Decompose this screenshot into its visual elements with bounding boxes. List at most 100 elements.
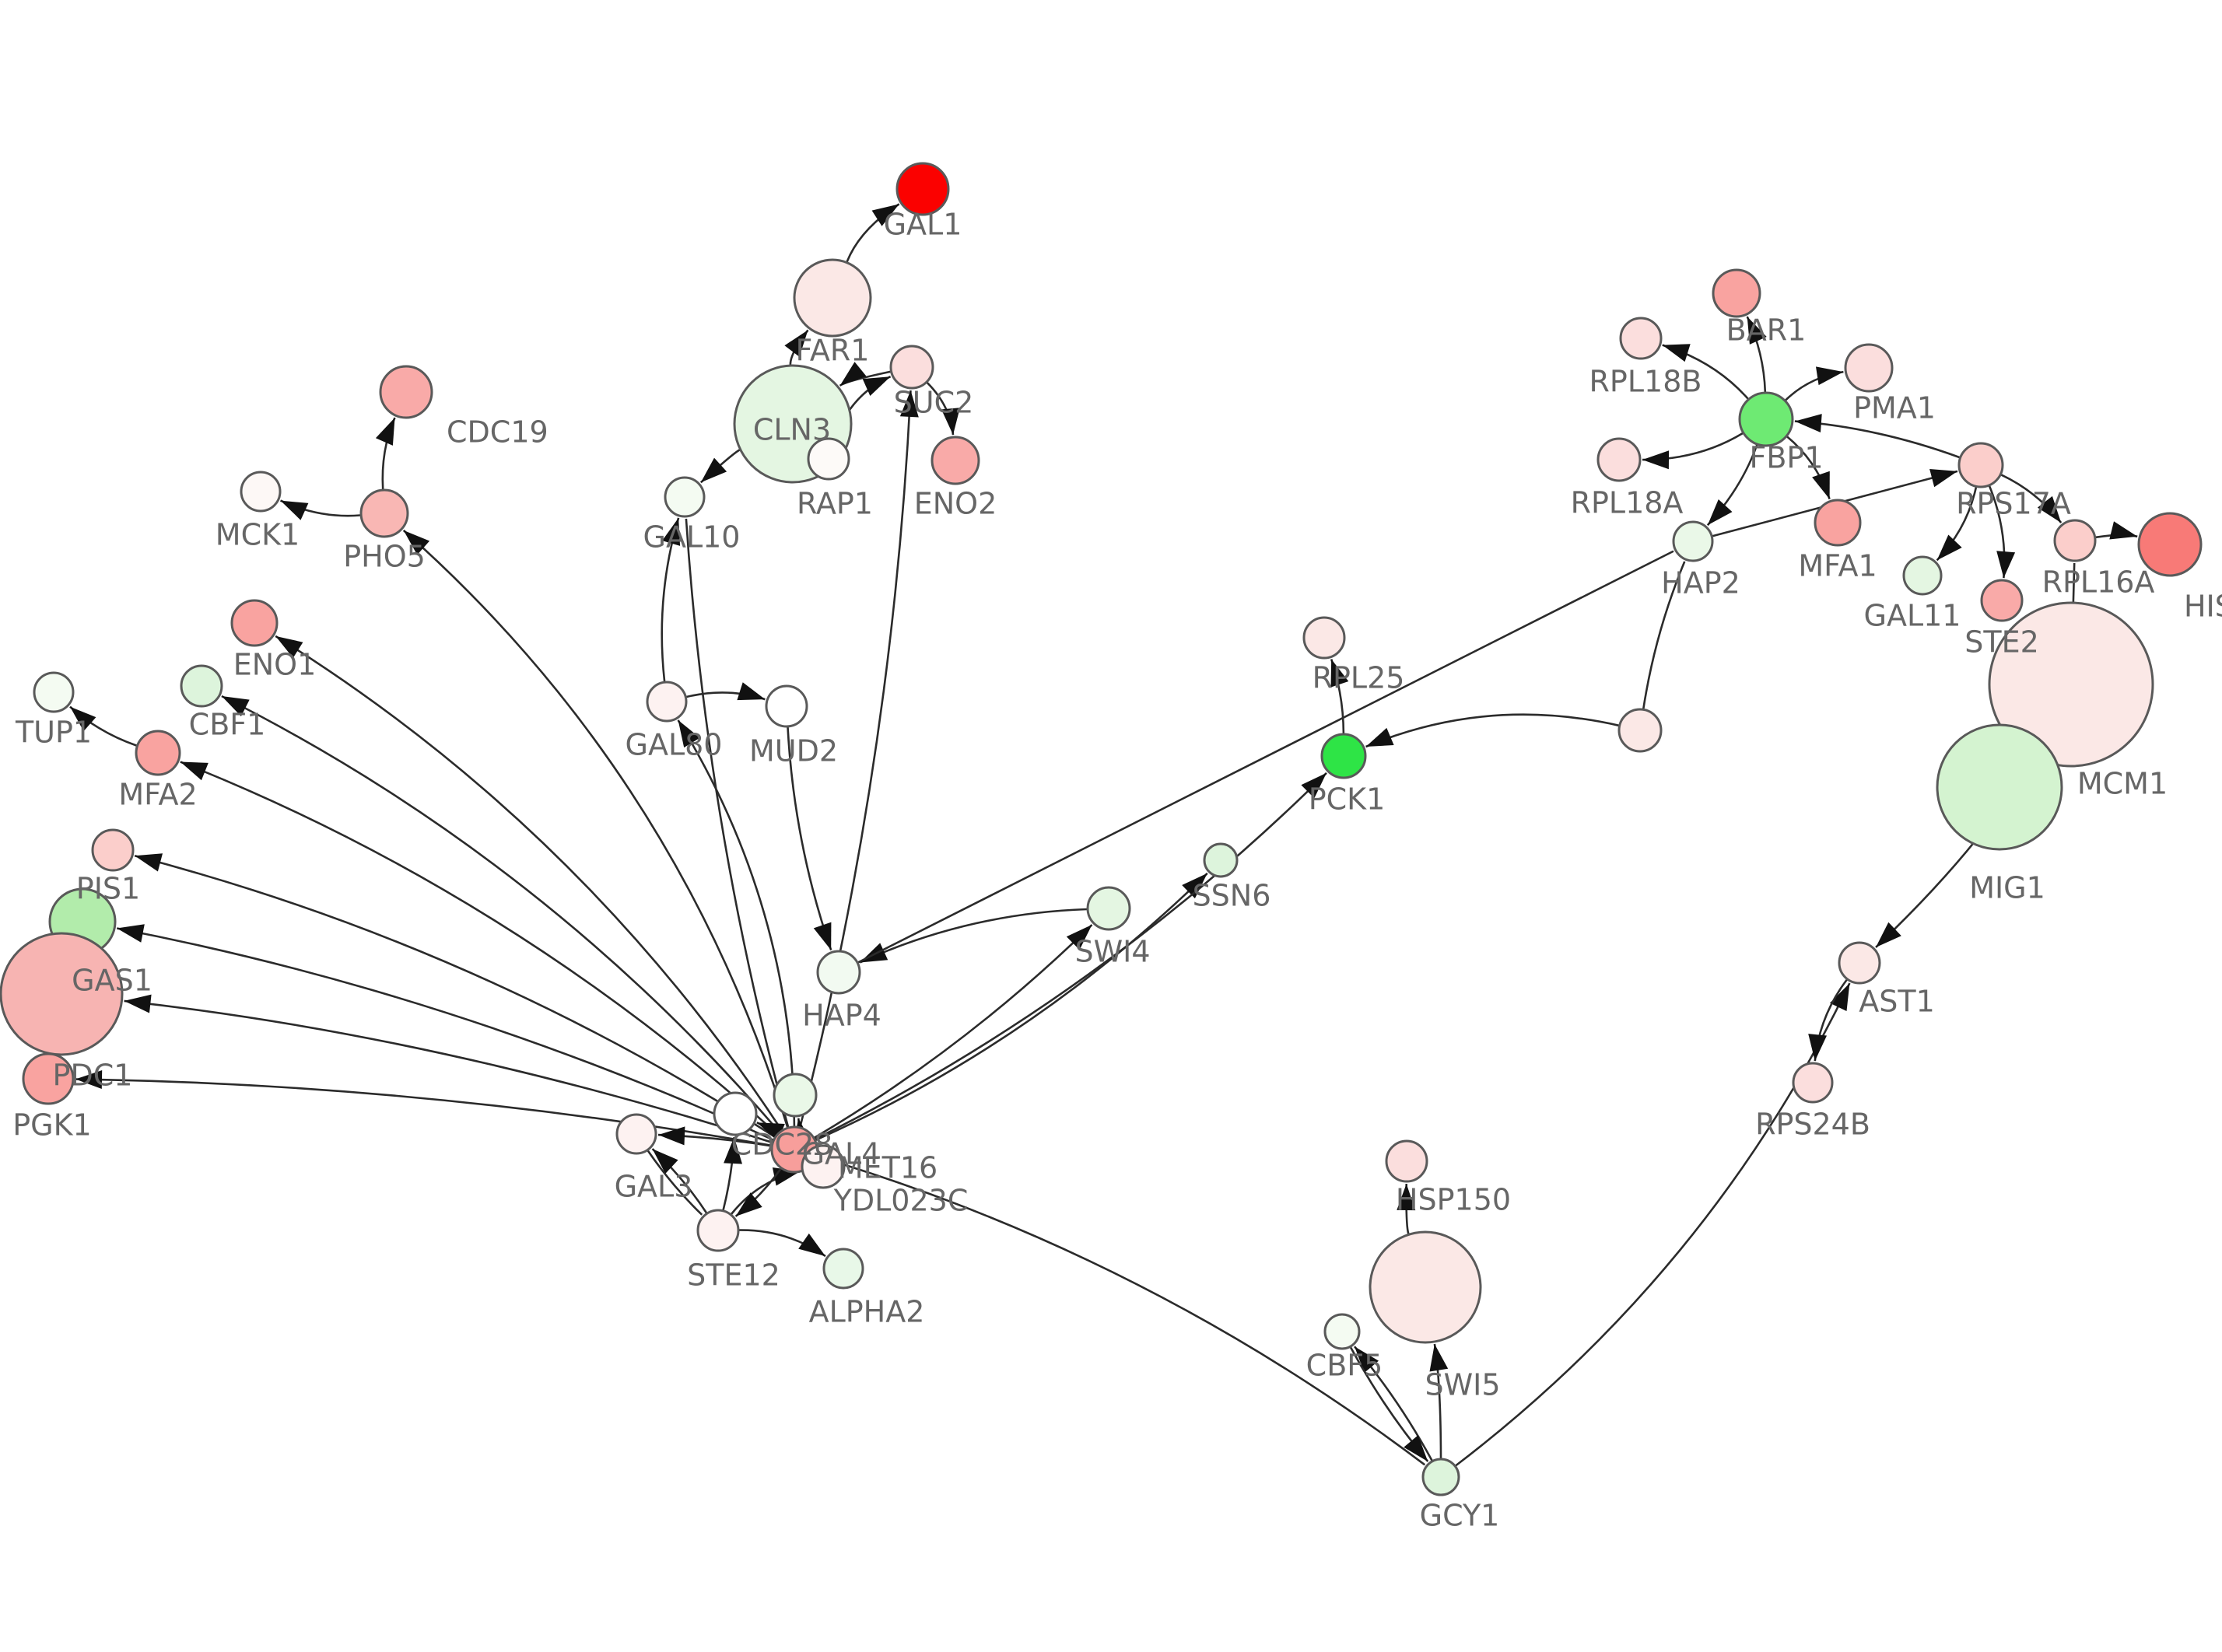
gene-label-gal80: GAL80 <box>626 728 723 762</box>
gene-node-rpl18b[interactable] <box>1619 317 1663 360</box>
gene-node-rpl25[interactable] <box>1302 616 1346 660</box>
arrowhead-gal4-to-pgk1 <box>75 1070 103 1089</box>
gene-node-mcm1[interactable] <box>1988 601 2154 768</box>
gene-label-mck1: MCK1 <box>216 518 300 552</box>
arrowhead-fbp1-to-pma1 <box>1816 366 1844 386</box>
gene-node-bar1[interactable] <box>1712 268 1761 318</box>
arrowhead-node_q-to-pck1 <box>1365 727 1394 747</box>
gene-node-pdc1[interactable] <box>0 932 124 1056</box>
arrowhead-gal4-to-pdc1 <box>124 994 152 1013</box>
gene-node-mck1[interactable] <box>240 471 282 513</box>
gene-node-ste2[interactable] <box>1980 579 2024 622</box>
gene-label-ste12: STE12 <box>687 1258 780 1293</box>
gene-node-rpl18a[interactable] <box>1596 437 1642 482</box>
arrowhead-pho5-to-cdc19 <box>375 418 395 446</box>
gene-node-gal80[interactable] <box>646 681 688 723</box>
edge-gal4-to-gcy1 <box>816 1155 1426 1466</box>
gene-node-pgk1[interactable] <box>22 1052 75 1105</box>
gene-node-cdc19[interactable] <box>379 365 433 419</box>
gene-node-cbf5[interactable] <box>1323 1313 1361 1350</box>
gene-label-swi5: SWI5 <box>1425 1368 1500 1402</box>
gene-label-hap4: HAP4 <box>802 999 881 1033</box>
arrowhead-fbp1-to-mfa1 <box>1812 471 1830 499</box>
gene-node-gal11[interactable] <box>1902 555 1943 596</box>
gene-label-gcy1: GCY1 <box>1420 1499 1500 1533</box>
arrowhead-rps17a-to-fbp1 <box>1794 414 1822 432</box>
gene-node-gal3[interactable] <box>615 1113 657 1155</box>
gene-node-rpl16a[interactable] <box>2053 519 2097 562</box>
arrowhead-suc2-to-cln3 <box>839 362 867 386</box>
gene-label-cln3: CLN3 <box>753 413 831 447</box>
gene-node-ast1[interactable] <box>1838 941 1881 985</box>
gene-label-rap1: RAP1 <box>797 487 873 521</box>
arrowhead-fbp1-to-rpl18a <box>1642 450 1670 470</box>
gene-node-cdc28[interactable] <box>713 1091 758 1136</box>
gene-node-eno2[interactable] <box>931 436 980 485</box>
gene-node-tup1[interactable] <box>33 671 75 713</box>
gene-node-swi4[interactable] <box>1086 886 1131 931</box>
edge-node_q-to-hap2 <box>1642 561 1686 709</box>
gene-label-ste2: STE2 <box>1964 625 2039 660</box>
gene-label-rpl25: RPL25 <box>1313 661 1405 695</box>
gene-label-met16: MET16 <box>838 1151 938 1185</box>
gene-node-met16[interactable] <box>773 1073 818 1118</box>
arrowhead-gal4-to-ssn6 <box>1182 873 1207 899</box>
gene-label-cbf5: CBF5 <box>1306 1349 1383 1383</box>
arrowhead-fbp1-to-bar1 <box>1747 317 1767 345</box>
gene-label-bar1: BAR1 <box>1726 313 1807 348</box>
arrowhead-far1-to-gal1 <box>871 204 899 226</box>
gene-node-pis1[interactable] <box>91 828 135 872</box>
gene-node-mig1[interactable] <box>1936 723 2063 851</box>
gene-label-rpl16a: RPL16A <box>2042 565 2155 600</box>
gene-node-cbf1[interactable] <box>180 664 223 708</box>
gene-node-alpha2[interactable] <box>822 1248 864 1290</box>
gene-label-tup1: TUP1 <box>15 716 92 750</box>
arrowhead-mcm1-to-ast1 <box>1876 922 1901 947</box>
gene-node-mfa2[interactable] <box>135 730 181 776</box>
gene-node-fbp1[interactable] <box>1738 391 1794 447</box>
gene-node-swi5[interactable] <box>1369 1230 1482 1344</box>
arrowhead-rps17a-to-gal11 <box>1936 534 1962 561</box>
nodes-layer <box>0 162 2203 1496</box>
arrowhead-cbf5-to-gcy1 <box>1404 1435 1428 1462</box>
gene-node-gcy1[interactable] <box>1421 1458 1460 1496</box>
gene-node-ssn6[interactable] <box>1203 842 1239 878</box>
arrowhead-gcy1-to-swi5 <box>1429 1344 1449 1372</box>
gene-node-pho5[interactable] <box>359 488 409 538</box>
gene-node-hap4[interactable] <box>816 950 861 995</box>
gene-node-ydl023c[interactable] <box>801 1144 846 1189</box>
arrowhead-gal4-to-suc2 <box>899 390 919 418</box>
gene-node-suc2[interactable] <box>889 345 934 390</box>
gene-node-rap1[interactable] <box>807 437 850 481</box>
gene-node-gal1[interactable] <box>895 162 950 216</box>
gene-node-rps24b[interactable] <box>1792 1062 1834 1104</box>
edge-gal4-to-pis1 <box>134 855 776 1138</box>
gene-label-suc2: SUC2 <box>894 386 974 420</box>
gene-label-cdc19: CDC19 <box>447 415 548 450</box>
gene-label-gas1: GAS1 <box>72 964 152 998</box>
arrowhead-gal4-to-pho5 <box>403 530 430 555</box>
gene-node-pck1[interactable] <box>1320 733 1367 779</box>
edge-gal4-to-gal10 <box>685 518 790 1128</box>
gene-node-far1[interactable] <box>793 258 872 338</box>
gene-label-his4: HIS4 <box>2184 590 2222 624</box>
gene-node-mud2[interactable] <box>765 684 808 728</box>
gene-node-hap2[interactable] <box>1672 520 1714 562</box>
gene-label-rps24b: RPS24B <box>1755 1108 1870 1142</box>
gene-node-hsp150[interactable] <box>1385 1139 1428 1183</box>
gene-node-rps17a[interactable] <box>1957 442 2004 488</box>
gene-node-ste12[interactable] <box>696 1209 740 1252</box>
gene-node-his4[interactable] <box>2137 512 2203 577</box>
gene-label-pgk1: PGK1 <box>12 1108 91 1143</box>
gene-node-mfa1[interactable] <box>1814 499 1862 547</box>
gene-label-gal10: GAL10 <box>643 520 741 555</box>
arrowhead-gal80-to-gal10 <box>662 517 681 546</box>
gene-node-pma1[interactable] <box>1844 343 1894 393</box>
gene-node-gal10[interactable] <box>664 476 706 518</box>
arrowhead-cln3-to-far1 <box>784 330 808 357</box>
gene-node-node_q[interactable] <box>1617 708 1663 753</box>
arrowhead-gal4-to-mfa2 <box>180 761 209 781</box>
edge-mud2-to-hap4 <box>787 726 832 951</box>
gene-node-eno1[interactable] <box>230 599 279 647</box>
